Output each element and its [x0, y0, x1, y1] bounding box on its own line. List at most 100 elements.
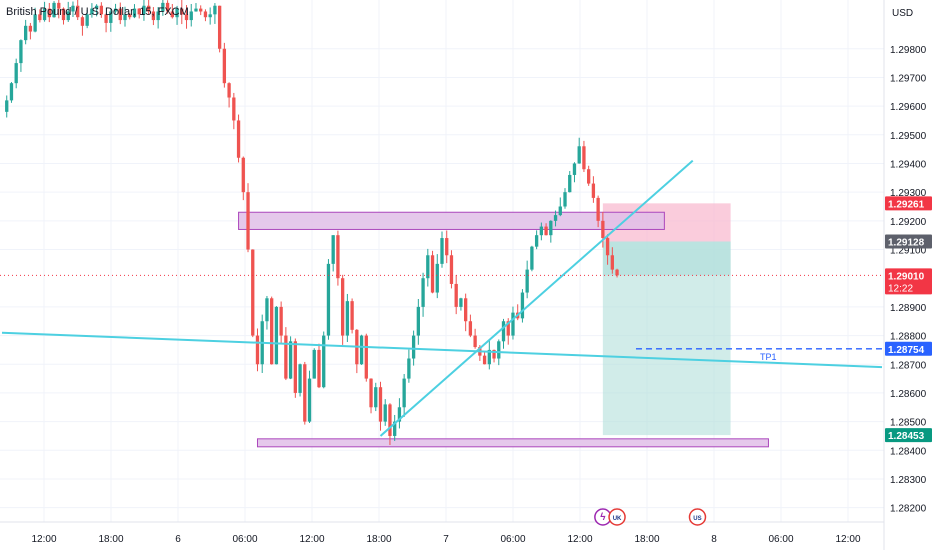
- candle-body: [213, 5, 217, 15]
- resistance-zone: [238, 211, 665, 230]
- candle-body: [615, 269, 619, 276]
- candle-body: [558, 206, 562, 216]
- rising-trendline: [379, 159, 694, 437]
- candle-body: [369, 378, 373, 408]
- candle-body: [397, 407, 402, 422]
- candle-body: [189, 11, 193, 21]
- price-label: 1.29128: [888, 237, 925, 248]
- candle-body: [288, 341, 293, 379]
- candle-body: [430, 255, 435, 293]
- candle-body: [435, 263, 439, 293]
- y-tick-label: 1.28600: [890, 389, 927, 400]
- candle-body: [128, 14, 132, 18]
- candle-body: [199, 8, 203, 12]
- candle-body: [601, 220, 605, 239]
- candle-body: [66, 11, 70, 21]
- candle-body: [298, 364, 302, 393]
- x-tick-label: 06:00: [768, 534, 793, 545]
- candle-body: [468, 321, 473, 336]
- candle-body: [350, 301, 354, 330]
- candle-body: [5, 100, 9, 112]
- candle-body: [236, 120, 241, 158]
- candle-body: [170, 11, 174, 18]
- candle-body: [582, 146, 586, 170]
- falling-trendline: [1, 331, 883, 369]
- candle-body: [464, 298, 468, 322]
- candle-body: [270, 298, 274, 365]
- candle-body: [340, 278, 345, 336]
- candle-body: [246, 192, 250, 250]
- y-tick-label: 1.28500: [890, 418, 927, 429]
- open-pnl-box: [602, 241, 731, 276]
- support-zone: [256, 438, 769, 448]
- candle-body: [180, 8, 184, 15]
- candle-body: [605, 238, 610, 256]
- x-tick-label: 8: [711, 534, 717, 545]
- currency-label: USD: [892, 8, 914, 19]
- candle-body: [591, 183, 596, 198]
- candle-body: [525, 269, 529, 293]
- price-label-box: [885, 428, 932, 443]
- candle-body: [113, 8, 118, 12]
- candle-body: [501, 321, 506, 342]
- candle-body: [161, 2, 165, 12]
- price-label: 1.29010: [888, 271, 925, 282]
- y-tick-label: 1.28200: [890, 504, 927, 515]
- candle-body: [331, 235, 335, 264]
- candle-body: [217, 5, 222, 49]
- y-tick-label: 1.28400: [890, 446, 927, 457]
- y-tick-label: 1.28900: [890, 303, 927, 314]
- y-tick-label: 1.29300: [890, 188, 927, 199]
- y-tick-label: 1.29200: [890, 217, 927, 228]
- candle-body: [411, 335, 416, 359]
- candle-body: [132, 8, 137, 18]
- us-flag-event-icon-glyph: US: [693, 516, 701, 522]
- candle-body: [549, 220, 553, 236]
- candle-body: [587, 169, 591, 184]
- y-tick-label: 1.29500: [890, 131, 927, 142]
- candle-body: [454, 283, 458, 307]
- x-tick-label: 6: [175, 534, 181, 545]
- candle-body: [511, 312, 515, 336]
- candle-body: [393, 421, 397, 436]
- y-tick-label: 1.28700: [890, 360, 927, 371]
- candle-body: [184, 14, 189, 21]
- candle-body: [322, 335, 326, 388]
- candle-body: [388, 404, 392, 436]
- candle-body: [52, 2, 56, 18]
- candle-body: [156, 11, 160, 21]
- candle-body: [473, 335, 477, 348]
- candle-body: [421, 278, 425, 307]
- candle-body: [203, 11, 208, 18]
- candle-body: [24, 25, 28, 41]
- candle-body: [497, 341, 501, 359]
- candle-body: [359, 335, 364, 365]
- y-tick-label: 1.28300: [890, 475, 927, 486]
- candle-body: [251, 249, 255, 336]
- candle-body: [402, 378, 406, 408]
- candle-body: [142, 5, 146, 15]
- candle-body: [42, 8, 47, 21]
- uk-flag-event-icon-glyph: UK: [613, 516, 622, 522]
- candle-body: [90, 8, 94, 15]
- candle-body: [293, 341, 297, 393]
- x-tick-label: 18:00: [98, 534, 123, 545]
- y-tick-label: 1.29800: [890, 45, 927, 56]
- candle-body: [426, 255, 430, 279]
- candle-body: [596, 197, 600, 221]
- candle-body: [255, 335, 260, 365]
- uk-flag-event-icon: [608, 508, 626, 526]
- candle-body: [492, 349, 496, 359]
- candle-body: [326, 263, 331, 336]
- candle-body: [312, 349, 316, 379]
- y-tick-label: 1.29400: [890, 159, 927, 170]
- candle-body: [57, 2, 61, 9]
- x-tick-label: 06:00: [500, 534, 525, 545]
- x-tick-label: 18:00: [634, 534, 659, 545]
- candle-body: [19, 40, 23, 64]
- candle-body: [109, 11, 113, 23]
- symbol-title: British Pound / U.S. Dollar, 15, FXCM: [6, 6, 189, 18]
- candle-body: [520, 292, 525, 319]
